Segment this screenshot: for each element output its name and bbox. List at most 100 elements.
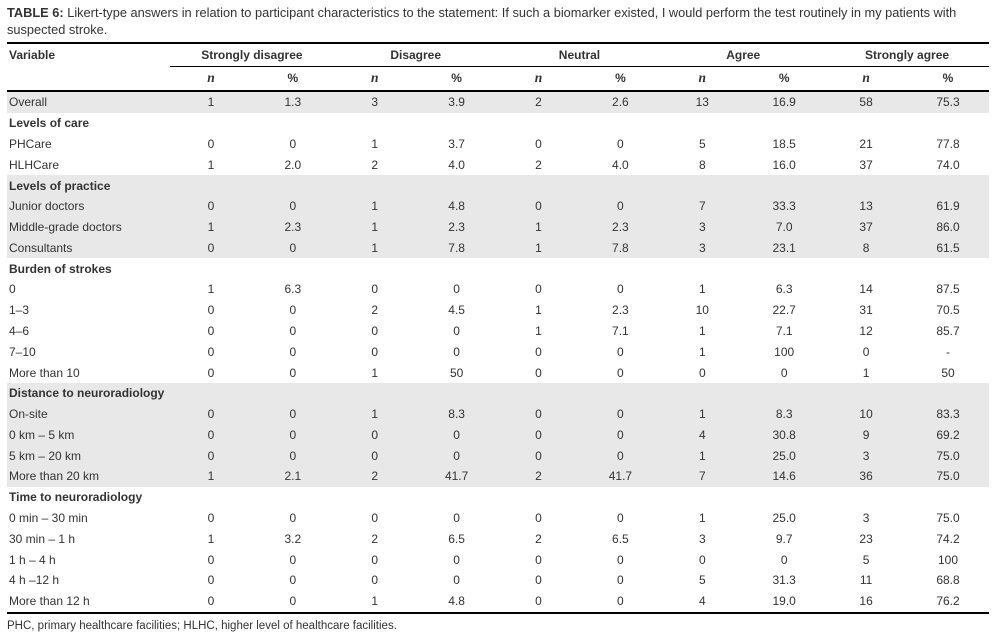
cell-value: 0 [207,365,215,380]
cell-value: 50 [449,365,464,380]
cell-value: 0 [170,424,252,446]
cell-value: 0 [371,573,379,588]
cell-value: 2 [497,466,580,487]
cell-value: 37 [825,216,908,238]
cell-value: 9.7 [775,531,793,546]
cell-value: 0 [497,445,580,467]
subheader-pct-agree: % [743,66,826,92]
cell-value: 7.0 [743,216,826,238]
cell-value: 70.5 [936,303,960,318]
cell-value: 1 [333,590,416,614]
cell-value: 58 [825,91,908,113]
cell-value: 0 [371,344,379,359]
cell-value: 0 [617,573,624,588]
group-header-strongly-disagree: Strongly disagree [170,42,334,67]
cell-value: 23 [859,531,873,546]
cell-value: 87.5 [936,282,960,297]
cell-value: 0 [251,445,334,467]
cell-value: 0 [333,424,416,446]
cell-value: 2 [371,531,379,546]
cell-value: 3.9 [415,91,498,113]
cell-value: 7 [661,466,744,487]
cell-value: 1 [207,157,215,172]
table-caption-text: Likert-type answers in relation to parti… [7,5,957,37]
cell-value: 1 [207,282,215,297]
cell-value: 6.3 [284,282,302,297]
cell-value: 0 [251,195,334,217]
cell-value: 2.3 [579,216,662,238]
cell-value: 1 [862,365,870,380]
cell-value: 1 [661,445,744,467]
group-header-row: Variable Strongly disagree Disagree Neutra… [7,42,989,92]
cell-value: 0 [579,424,662,446]
row-label: 30 min – 1 h [9,531,76,546]
cell-value: 37 [859,157,873,172]
row-label: 0 [9,282,16,297]
cell-value: 2.6 [579,91,662,113]
subheader-pct-strongly-agree: % [907,66,989,92]
cell-value: 0 [497,403,580,425]
cell-value: 0 [371,282,379,297]
group-header-neutral: Neutral [497,42,662,67]
subheader-row: n% n% n% n% n% [7,66,989,92]
cell-value: 0 [415,445,498,467]
cell-value: 4.8 [415,195,498,217]
cell-value: 0 [207,511,215,526]
cell-value: 0 [617,511,624,526]
subheader-n-disagree: n [333,66,416,92]
data-row-on-site: On-site 0 0 1 8.3 0 0 1 8.3 10 83.3 [7,403,989,425]
data-row-0: 0 1 6.3 0 0 0 0 1 6.3 14 87.5 [7,279,989,300]
cell-value: 2 [333,466,416,487]
cell-value: 2.3 [251,216,334,238]
cell-value: 19.0 [743,590,826,614]
cell-value: 4.8 [415,590,498,614]
cell-value: 0 [289,323,297,338]
cell-value: 0 [535,573,542,588]
data-row-more-than-10: More than 10 0 0 1 50 0 0 0 0 1 50 [7,362,989,383]
cell-value: 3.7 [448,136,465,151]
cell-value: 7.8 [415,237,498,259]
cell-value: 0 [497,424,580,446]
cell-value: 1 [170,216,252,238]
data-row-30-min-1-h: 30 min – 1 h 1 3.2 2 6.5 2 6.5 3 9.7 23 74.2 [7,528,989,549]
cell-value: 0 [780,552,788,567]
cell-value: 0 [170,445,252,467]
cell-value: 30.8 [743,424,826,446]
cell-value: 1 [207,531,215,546]
row-label: More than 20 km [7,466,170,487]
cell-value: 0 [371,552,379,567]
cell-value: 50 [941,365,955,380]
cell-value: 12 [859,323,873,338]
cell-value: 1 [698,344,706,359]
cell-value: 2 [371,303,379,318]
cell-value: 3 [333,91,416,113]
cell-value: 0 [453,344,460,359]
cell-value: 7.1 [612,323,629,338]
subheader-n-strongly-disagree: n [170,66,252,92]
data-row-phcare: PHCare 0 0 1 3.7 0 0 5 18.5 21 77.8 [7,134,989,155]
cell-value: 31 [859,303,873,318]
cell-value: 1 [535,323,542,338]
cell-value: 3 [698,531,706,546]
cell-value: 0 [289,365,297,380]
section-label: Levels of care [9,116,90,131]
cell-value: 0 [535,136,542,151]
section-row-burden-of-strokes: Burden of strokes [7,258,989,279]
cell-value: 0 [415,424,498,446]
cell-value: 74.0 [936,157,960,172]
cell-value: 75.0 [936,511,960,526]
data-row-more-than-20-km: More than 20 km 1 2.1 2 41.7 2 41.7 7 14.6 36 75.0 [7,466,989,487]
cell-value: 100 [774,344,795,359]
cell-value: 1 [170,466,252,487]
data-row-1-3: 1–3 0 0 2 4.5 1 2.3 10 22.7 31 70.5 [7,300,989,321]
cell-value: 1 [170,91,252,113]
section-row-distance-to-neuroradiology: Distance to neuroradiology [7,382,989,404]
cell-value: 0 [170,403,252,425]
cell-value: 31.3 [772,573,796,588]
cell-value: 3 [661,237,744,259]
cell-value: 0 [289,136,297,151]
cell-value: 3 [825,445,908,467]
data-row-middle-grade-doctors: Middle-grade doctors 1 2.3 1 2.3 1 2.3 3 7.0 37 86… [7,216,989,238]
cell-value: 10 [825,403,908,425]
cell-value: 13 [825,195,908,217]
